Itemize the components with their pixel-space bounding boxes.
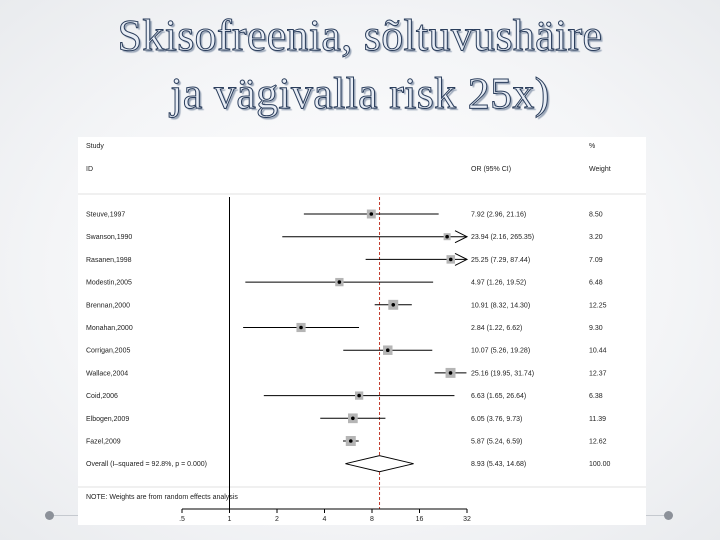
or-ci-value: 6.63 (1.65, 26.64) bbox=[471, 393, 526, 400]
overall-weight-value: 100.00 bbox=[589, 461, 611, 468]
study-row: Corrigan,2005 10.07 (5.26, 19.28) 10.44 bbox=[86, 345, 607, 355]
overall-diamond bbox=[345, 455, 414, 473]
study-row: Swanson,1990 23.94 (2.16, 265.35) 3.20 bbox=[86, 230, 603, 244]
point-estimate bbox=[357, 393, 361, 398]
x-tick-label: 2 bbox=[275, 516, 279, 523]
overall-row: Overall (I–squared = 92.8%, p = 0.000) 8.… bbox=[86, 455, 611, 473]
study-row: Modestin,2005 4.97 (1.26, 19.52) 6.48 bbox=[86, 277, 603, 287]
study-id-label: Coid,2006 bbox=[86, 393, 118, 400]
x-tick-label: 16 bbox=[416, 516, 424, 523]
x-tick-label: 1 bbox=[228, 516, 232, 523]
or-ci-value: 25.25 (7.29, 87.44) bbox=[471, 257, 530, 264]
overall-or-ci-value: 8.93 (5.43, 14.68) bbox=[471, 461, 526, 468]
or-ci-value: 6.05 (3.76, 9.73) bbox=[471, 416, 522, 423]
point-estimate bbox=[348, 439, 353, 443]
x-axis: .5 1 2 4 8 16 32 bbox=[179, 508, 471, 523]
header-study: Study bbox=[86, 143, 104, 150]
or-ci-value: 25.16 (19.95, 31.74) bbox=[471, 370, 534, 377]
weights-note: NOTE: Weights are from random effects an… bbox=[86, 494, 238, 501]
study-id-label: Swanson,1990 bbox=[86, 234, 132, 241]
study-row: Elbogen,2009 6.05 (3.76, 9.73) 11.39 bbox=[86, 413, 606, 424]
slide-title-line-2: ja vägivalla risk 25x) bbox=[170, 69, 550, 119]
or-ci-value: 10.91 (8.32, 14.30) bbox=[471, 302, 530, 309]
header-id: ID bbox=[86, 166, 93, 173]
overall-label: Overall (I–squared = 92.8%, p = 0.000) bbox=[86, 461, 207, 468]
study-id-label: Modestin,2005 bbox=[86, 280, 132, 287]
header-percent: % bbox=[589, 143, 595, 150]
study-row: Monahan,2000 2.84 (1.22, 6.62) 9.30 bbox=[86, 322, 603, 333]
point-estimate bbox=[391, 303, 396, 307]
or-ci-value: 7.92 (2.96, 21.16) bbox=[471, 212, 526, 219]
weight-value: 12.62 bbox=[589, 439, 607, 446]
forest-plot-panel: Study ID OR (95% CI) % Weight NOTE: Weig… bbox=[78, 137, 646, 525]
weight-value: 10.44 bbox=[589, 348, 607, 355]
weight-value: 6.38 bbox=[589, 393, 603, 400]
study-id-label: Fazel,2009 bbox=[86, 439, 121, 446]
or-ci-value: 2.84 (1.22, 6.62) bbox=[471, 325, 522, 332]
study-id-label: Brennan,2000 bbox=[86, 302, 130, 309]
weight-value: 11.39 bbox=[589, 416, 606, 423]
study-row: Fazel,2009 5.87 (5.24, 6.59) 12.62 bbox=[86, 436, 607, 446]
point-estimate bbox=[448, 371, 453, 375]
point-estimate bbox=[385, 348, 390, 352]
decorative-dot-left bbox=[45, 511, 54, 520]
study-rows: Steuve,1997 7.92 (2.96, 21.16) 8.50 Swanson… bbox=[86, 209, 611, 473]
study-row: Coid,2006 6.63 (1.65, 26.64) 6.38 bbox=[86, 391, 603, 400]
x-tick-label: .5 bbox=[179, 516, 185, 523]
study-row: Rasanen,1998 25.25 (7.29, 87.44) 7.09 bbox=[86, 252, 603, 266]
weight-value: 9.30 bbox=[589, 325, 603, 332]
or-ci-value: 23.94 (2.16, 265.35) bbox=[471, 234, 534, 241]
point-estimate bbox=[351, 416, 355, 421]
or-ci-value: 10.07 (5.26, 19.28) bbox=[471, 348, 530, 355]
point-estimate bbox=[299, 325, 303, 330]
weight-value: 12.37 bbox=[589, 370, 607, 377]
study-id-label: Monahan,2000 bbox=[86, 325, 133, 332]
point-estimate bbox=[337, 280, 342, 284]
study-id-label: Wallace,2004 bbox=[86, 370, 128, 377]
study-id-label: Corrigan,2005 bbox=[86, 348, 130, 355]
x-tick-label: 32 bbox=[463, 516, 471, 523]
weight-value: 7.09 bbox=[589, 257, 603, 264]
ci-truncation-arrow bbox=[454, 252, 469, 266]
study-id-label: Elbogen,2009 bbox=[86, 416, 129, 423]
decorative-line-left bbox=[52, 515, 78, 516]
decorative-dot-right bbox=[664, 511, 673, 520]
study-row: Wallace,2004 25.16 (19.95, 31.74) 12.37 bbox=[86, 367, 607, 378]
slide-title-line-1: Skisofreenia, sõltuvushäire bbox=[117, 11, 603, 61]
decorative-line-right bbox=[646, 515, 668, 516]
study-id-label: Steuve,1997 bbox=[86, 212, 125, 219]
point-estimate bbox=[448, 257, 453, 262]
point-estimate bbox=[369, 212, 374, 216]
ci-truncation-arrow bbox=[454, 230, 469, 244]
weight-value: 12.25 bbox=[589, 302, 607, 309]
or-ci-value: 5.87 (5.24, 6.59) bbox=[471, 439, 522, 446]
weight-value: 3.20 bbox=[589, 234, 603, 241]
study-row: Brennan,2000 10.91 (8.32, 14.30) 12.25 bbox=[86, 299, 607, 310]
weight-value: 6.48 bbox=[589, 280, 603, 287]
x-tick-label: 4 bbox=[323, 516, 327, 523]
x-tick-label: 8 bbox=[370, 516, 374, 523]
header-or-ci: OR (95% CI) bbox=[471, 166, 511, 173]
weight-value: 8.50 bbox=[589, 212, 603, 219]
forest-plot: Study ID OR (95% CI) % Weight NOTE: Weig… bbox=[78, 143, 646, 523]
or-ci-value: 4.97 (1.26, 19.52) bbox=[471, 280, 526, 287]
header-weight: Weight bbox=[589, 166, 611, 173]
point-estimate bbox=[445, 234, 449, 239]
study-row: Steuve,1997 7.92 (2.96, 21.16) 8.50 bbox=[86, 209, 603, 219]
study-id-label: Rasanen,1998 bbox=[86, 257, 132, 264]
